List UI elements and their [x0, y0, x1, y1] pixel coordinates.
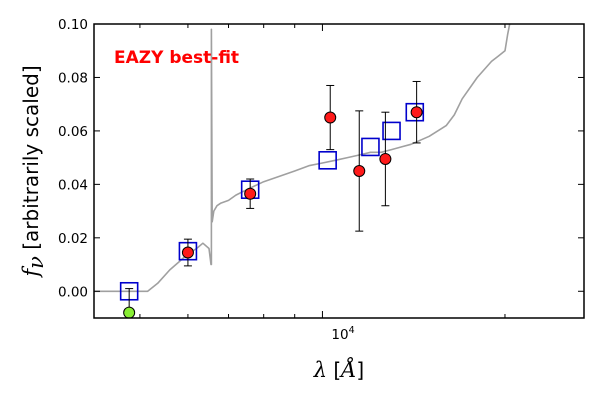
model-spectrum-line — [94, 24, 511, 293]
y-tick-label: 0.06 — [58, 124, 88, 140]
y-axis-label: fν [arbitrarily scaled] — [19, 65, 48, 278]
annotation-label: EAZY best-fit — [114, 48, 239, 68]
nondetection-point — [123, 306, 136, 318]
y-tick-label: 0.04 — [58, 177, 88, 193]
plot-frame — [93, 23, 585, 319]
y-tick-label: 0.08 — [58, 70, 88, 86]
x-axis-label: λ [Å] — [313, 357, 364, 382]
model-square-marker — [361, 137, 380, 157]
observed-point — [353, 165, 366, 177]
observed-point — [244, 187, 257, 200]
x-tick-label: 104 — [331, 325, 354, 343]
model-square-marker — [318, 151, 337, 170]
observed-point — [410, 106, 423, 119]
observed-point — [181, 246, 194, 259]
observed-point — [379, 152, 392, 165]
x-tick-group — [139, 24, 506, 318]
y-tick-group: 0.00 0.02 0.04 0.06 0.08 0.10 — [58, 17, 584, 300]
y-tick-label: 0.10 — [58, 17, 88, 33]
model-square-marker — [382, 121, 401, 141]
observed-point — [324, 111, 337, 124]
y-tick-label: 0.00 — [58, 284, 88, 300]
plot-content — [94, 24, 511, 318]
model-square-marker — [405, 102, 425, 122]
y-tick-label: 0.02 — [58, 231, 88, 247]
